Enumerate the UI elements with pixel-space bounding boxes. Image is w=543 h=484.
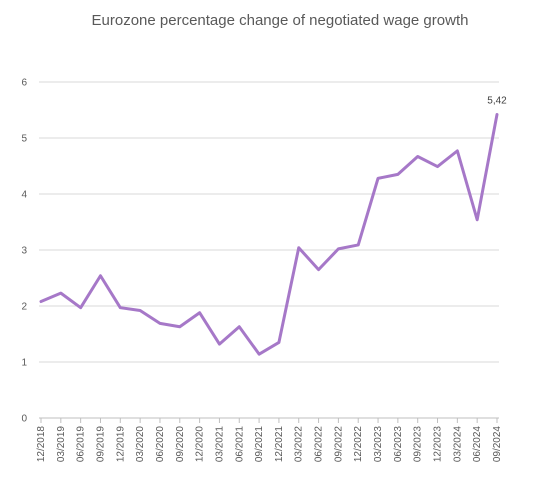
data-point bbox=[59, 292, 62, 295]
x-axis-labels: 12/2018 03/2019 06/2019 09/2019 12/2019 03/20… bbox=[36, 418, 503, 462]
data-point bbox=[238, 325, 241, 328]
data-point bbox=[218, 343, 221, 346]
chart-title: Eurozone percentage change of negotiated… bbox=[91, 12, 469, 29]
x-tick-label: 12/2020 bbox=[195, 426, 206, 463]
y-tick-label: 1 bbox=[21, 358, 27, 369]
x-tick-label: 06/2022 bbox=[314, 426, 325, 463]
data-point bbox=[357, 243, 360, 246]
grid-lines bbox=[39, 81, 499, 419]
y-tick-label: 5 bbox=[21, 134, 27, 145]
data-point bbox=[277, 341, 280, 344]
x-tick-label: 12/2023 bbox=[433, 426, 444, 463]
data-label: 5,42 bbox=[487, 95, 507, 106]
data-point bbox=[377, 177, 380, 180]
data-point bbox=[317, 268, 320, 271]
x-tick-label: 09/2020 bbox=[175, 426, 186, 463]
data-point bbox=[119, 306, 122, 309]
x-tick-label: 03/2021 bbox=[214, 426, 225, 463]
data-point bbox=[79, 306, 82, 309]
x-tick-label: 06/2021 bbox=[234, 426, 245, 463]
y-tick-label: 2 bbox=[21, 302, 27, 313]
data-point bbox=[258, 353, 261, 356]
x-tick-label: 03/2024 bbox=[452, 426, 463, 463]
x-tick-label: 06/2024 bbox=[472, 426, 483, 463]
x-tick-label: 09/2019 bbox=[95, 426, 106, 463]
data-point bbox=[396, 173, 399, 176]
series-layer bbox=[39, 112, 499, 356]
y-tick-label: 0 bbox=[21, 414, 27, 425]
x-tick-label: 09/2022 bbox=[333, 426, 344, 463]
x-tick-label: 03/2023 bbox=[373, 426, 384, 463]
data-point bbox=[178, 325, 181, 328]
data-point bbox=[40, 300, 43, 303]
data-point bbox=[496, 113, 499, 116]
data-point bbox=[416, 155, 419, 158]
y-tick-label: 3 bbox=[21, 246, 27, 257]
series-line bbox=[39, 112, 499, 356]
x-tick-label: 06/2023 bbox=[393, 426, 404, 463]
x-tick-label: 03/2022 bbox=[294, 426, 305, 463]
y-axis-labels: 0 1 2 3 4 5 6 bbox=[21, 78, 27, 425]
data-point bbox=[436, 165, 439, 168]
x-tick-label: 03/2020 bbox=[135, 426, 146, 463]
x-tick-label: 09/2023 bbox=[413, 426, 424, 463]
data-point bbox=[297, 246, 300, 249]
data-point bbox=[99, 274, 102, 277]
x-tick-label: 09/2021 bbox=[254, 426, 265, 463]
data-labels: 5,42 bbox=[487, 95, 507, 106]
x-tick-label: 06/2020 bbox=[155, 426, 166, 463]
data-point bbox=[139, 309, 142, 312]
y-tick-label: 4 bbox=[21, 190, 27, 201]
x-tick-label: 12/2018 bbox=[36, 426, 47, 463]
data-point bbox=[456, 149, 459, 152]
data-point bbox=[158, 322, 161, 325]
data-point bbox=[337, 247, 340, 250]
x-tick-label: 12/2021 bbox=[274, 426, 285, 463]
data-point bbox=[476, 218, 479, 221]
x-tick-label: 09/2024 bbox=[492, 426, 503, 463]
x-tick-label: 06/2019 bbox=[76, 426, 87, 463]
y-tick-label: 6 bbox=[21, 78, 27, 89]
x-tick-label: 12/2019 bbox=[115, 426, 126, 463]
x-tick-label: 12/2022 bbox=[353, 426, 364, 463]
x-tick-label: 03/2019 bbox=[56, 426, 67, 463]
data-point bbox=[198, 311, 201, 314]
